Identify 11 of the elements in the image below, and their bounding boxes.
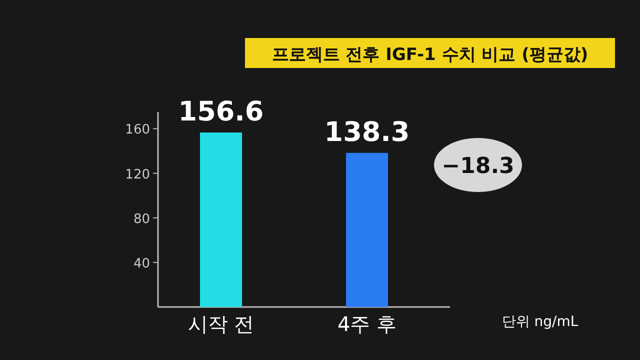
y-tick-label: 120 — [125, 167, 150, 182]
x-tick-label: 시작 전 — [188, 312, 254, 336]
text: 단위 ng/mL — [502, 314, 578, 330]
chart-title: 프로젝트 전후 IGF-1 수치 비교 (평균값) — [272, 45, 588, 65]
y-tick-label: 40 — [133, 256, 150, 272]
y-tick-label: 160 — [125, 122, 150, 138]
data-label: 138.3 — [324, 116, 410, 148]
annotation: −18.3 — [442, 154, 514, 179]
y-tick-label: 80 — [133, 212, 150, 227]
x-tick-label: 4주 후 — [337, 312, 397, 336]
data-label: 156.6 — [178, 96, 264, 128]
